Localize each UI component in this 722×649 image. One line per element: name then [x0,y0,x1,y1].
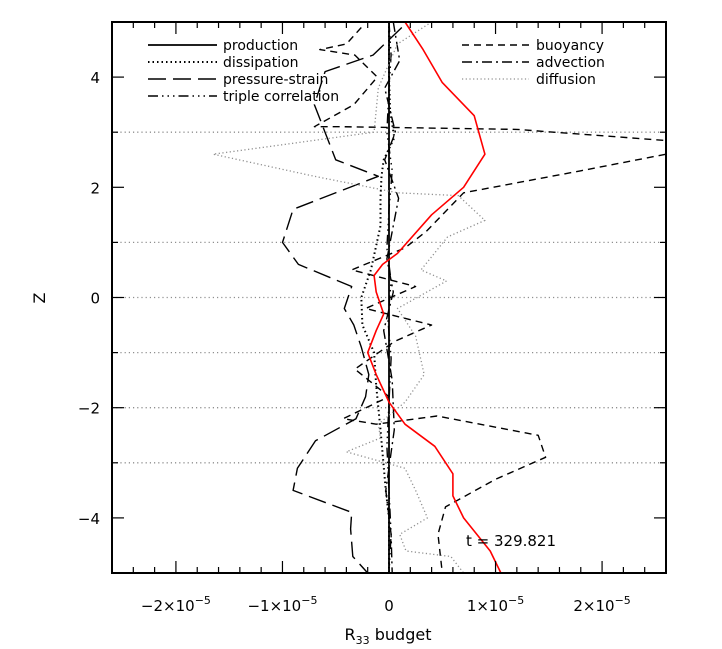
x-tick-label: −1×10−5 [247,594,317,615]
legend-label: buoyancy [536,38,604,54]
y-tick-labels: 4 2 0 −2 −4 [78,69,100,528]
legend: productiondissipationpressure-straintrip… [148,38,605,105]
legend-label: dissipation [223,55,299,71]
y-tick-label: −4 [78,510,100,528]
x-tick-label: 1×10−5 [467,594,524,615]
legend-label: production [223,38,298,54]
series-lines [212,21,667,574]
series-line-dashed [313,27,667,574]
legend-label: triple correlation [223,89,339,105]
y-tick-label: 2 [90,179,100,197]
axis-ticks [111,21,667,574]
x-tick-label: 0 [384,597,394,615]
series-line-dashdot [383,21,401,574]
y-tick-label: 4 [90,69,100,87]
x-tick-label: −2×10−5 [141,594,211,615]
legend-label: diffusion [536,72,596,88]
legend-label: advection [536,55,605,71]
series-line-red [366,21,502,574]
series-line-dotted [360,22,396,573]
legend-label: pressure-strain [223,72,328,88]
time-annotation: t = 329.821 [466,532,556,550]
y-tick-label: 0 [90,290,100,308]
series-line-longdash [281,26,403,574]
y-tick-label: −2 [78,400,100,418]
x-axis-label: R33 budget [345,625,432,647]
x-tick-label: 2×10−5 [573,594,630,615]
y-axis-label: Z [30,292,49,303]
x-tick-labels: −2×10−5 −1×10−5 0 1×10−5 2×10−5 [141,594,631,615]
